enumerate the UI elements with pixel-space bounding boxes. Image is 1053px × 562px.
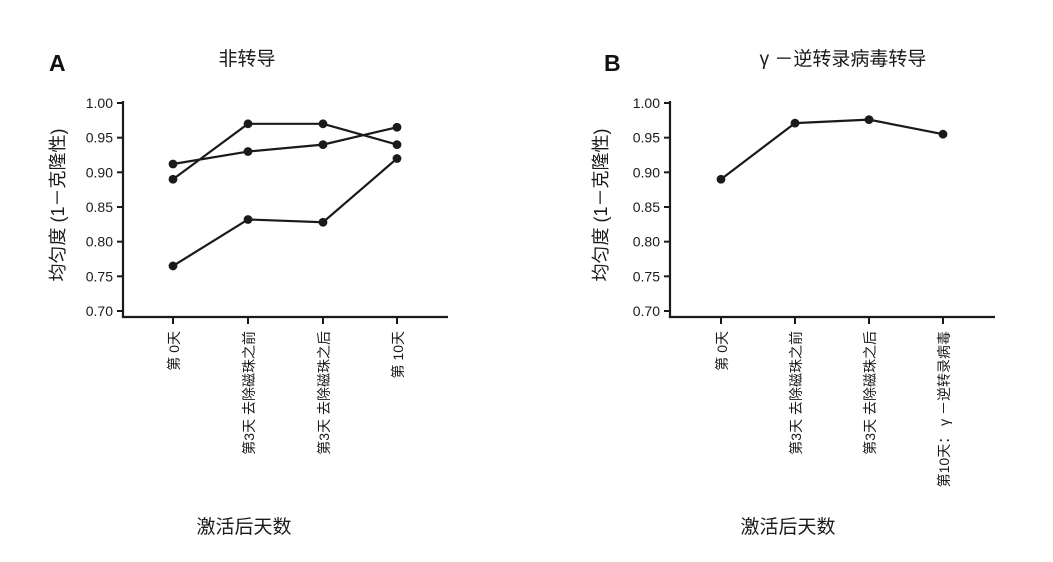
x-tick-label: 第3天 去除磁珠之前: [241, 331, 257, 455]
y-tick-label: 0.90: [633, 164, 660, 180]
y-tick-label: 0.85: [86, 199, 113, 215]
panel-b-y-axis-label: 均匀度 (1－克隆性): [591, 128, 611, 282]
series-line-1: [172, 126, 398, 166]
panel-b-plot: 1.00 0.95 0.90 0.85 0.80 0.75 0.70 第 0天 第3天 去除磁珠…: [633, 95, 995, 487]
data-point: [716, 174, 726, 184]
data-point: [392, 122, 402, 132]
panel-a-plot: 1.00 0.95 0.90 0.85 0.80 0.75 0.70 第 0天 第3天 去除磁珠…: [86, 95, 448, 455]
y-tick-label: 0.85: [633, 199, 660, 215]
data-point: [392, 140, 402, 150]
series-line-2: [172, 122, 398, 181]
data-point: [392, 154, 402, 163]
series-line-1: [720, 118, 944, 181]
y-tick-label: 0.75: [86, 268, 113, 284]
data-point: [864, 115, 874, 125]
data-point: [168, 159, 178, 169]
x-tick-label: 第 0天: [714, 331, 730, 371]
y-tick-label: 1.00: [633, 95, 660, 111]
data-point: [318, 217, 328, 227]
data-point: [790, 118, 800, 128]
data-point: [168, 261, 178, 271]
x-tick-label: 第3天 去除磁珠之后: [316, 331, 332, 455]
data-point: [318, 140, 328, 150]
data-point: [938, 129, 948, 139]
y-tick-label: 0.70: [633, 303, 660, 319]
y-tick-label: 0.70: [86, 303, 113, 319]
y-tick-label: 0.80: [633, 234, 660, 250]
data-point: [168, 174, 178, 184]
data-point: [243, 119, 253, 129]
panel-a-letter: A: [49, 50, 66, 76]
panel-a-x-axis-label: 激活后天数: [196, 517, 292, 538]
panel-a-y-axis-label: 均匀度 (1－克隆性): [48, 128, 68, 282]
x-tick-label: 第 0天: [166, 331, 182, 371]
x-tick-label: 第3天 去除磁珠之前: [788, 331, 804, 455]
panel-a-title: 非转导: [218, 49, 276, 70]
data-point: [243, 215, 253, 224]
series-line-3: [172, 157, 398, 267]
y-tick-label: 0.80: [86, 234, 113, 250]
y-tick-label: 0.95: [633, 130, 660, 146]
y-tick-label: 0.95: [86, 130, 113, 146]
x-tick-label: 第10天： γ －逆转录病毒: [936, 331, 952, 487]
panel-b-title: γ －逆转录病毒转导: [759, 49, 927, 70]
y-tick-label: 1.00: [86, 95, 113, 111]
y-tick-label: 0.90: [86, 164, 113, 180]
panel-b-letter: B: [604, 50, 621, 76]
y-tick-label: 0.75: [633, 268, 660, 284]
data-point: [318, 119, 328, 129]
panel-b-x-axis-label: 激活后天数: [740, 517, 836, 538]
x-tick-label: 第3天 去除磁珠之后: [862, 331, 878, 455]
data-point: [243, 147, 253, 156]
x-tick-label: 第 10天: [390, 331, 406, 378]
